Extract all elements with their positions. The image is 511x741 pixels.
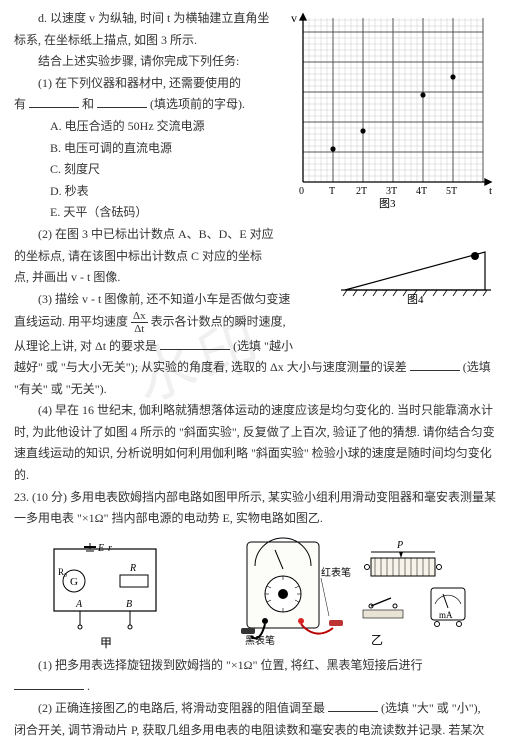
q1-line2: 有 和 (填选项前的字母). (14, 94, 274, 116)
q3-line4: 越好" 或 "与大小无关"); 从实验的角度看, 选取的 Δx 大小与速度测量的… (14, 357, 497, 379)
circuit-figures: E r G R₀ R A B 甲 (14, 536, 497, 651)
axes (300, 14, 491, 185)
figure-3-graph: v t 0 T 2T 3T 4T 5T 图3 (279, 10, 497, 210)
q3-b: 直线运动. 用平均速度 (14, 315, 128, 329)
svg-text:B: B (126, 599, 132, 610)
q23-1: (1) 把多用表选择旋钮拨到欧姆挡的 "×1Ω" 位置, 将红、黑表笔短接后进行 (14, 655, 497, 677)
q23-1-blank: . (14, 676, 497, 698)
svg-text:E: E (97, 543, 104, 554)
frac-den: Δt (131, 323, 148, 335)
blank (328, 700, 378, 712)
opt-e: E. 天平（含砝码） (14, 202, 274, 224)
blank (160, 338, 230, 350)
q1-b: 有 (14, 97, 26, 111)
svg-text:P: P (396, 540, 403, 551)
circuit-jia: E r G R₀ R A B 甲 (40, 541, 170, 651)
subgrid-v (303, 18, 477, 182)
q3-h: "有关" 或 "无关"). (14, 379, 497, 401)
svg-text:R₀: R₀ (58, 567, 67, 577)
svg-text:mA: mA (439, 610, 453, 620)
q3-f: 越好" 或 "与大小无关"); 从实验的角度看, 选取的 Δx 大小与速度测量的… (14, 360, 407, 374)
q23-2: (2) 正确连接图乙的电路后, 将滑动变阻器的阻值调至最 (选填 "大" 或 "… (14, 698, 497, 720)
q3-d: 从理论上讲, 对 Δt 的要求是 (14, 339, 157, 353)
figure-4-incline: 图4 (341, 246, 491, 312)
q1-c: 和 (82, 97, 94, 111)
svg-text:A: A (75, 599, 83, 610)
q3-e: (选填 "越小 (233, 339, 293, 353)
q3-g: (选填 (463, 360, 491, 374)
jia-label: 甲 (100, 636, 112, 650)
q23-2c: 闭合开关, 调节滑动片 P, 获取几组多用电表的电阻读数和毫安表的电流读数并记录… (14, 720, 497, 741)
q23-head: 23. (10 分) 多用电表欧姆挡内部电路如图甲所示, 某实验小组利用滑动变阻… (14, 487, 497, 530)
q23-2b: (选填 "大" 或 "小"), (381, 701, 481, 715)
xtick-2: 2T (356, 186, 367, 197)
frac-num: Δx (131, 310, 148, 323)
svg-text:r: r (108, 543, 112, 554)
ylabel: v (291, 11, 297, 25)
q4: (4) 早在 16 世纪末, 伽利略就猜想落体运动的速度应该是均匀变化的. 当时… (14, 400, 497, 486)
q3-line2: 直线运动. 用平均速度 Δx Δt 表示各计数点的瞬时速度, (14, 310, 497, 335)
q2: (2) 在图 3 中已标出计数点 A、B、D、E 对应的坐标点, 请在该图中标出… (14, 224, 274, 289)
q3-line3: 从理论上讲, 对 Δt 的要求是 (选填 "越小 (14, 336, 497, 358)
opt-d: D. 秒表 (14, 181, 274, 203)
xtick-5: 5T (446, 186, 457, 197)
blank (14, 678, 84, 690)
opt-b: B. 电压可调的直流电源 (14, 138, 274, 160)
xlabel: t (489, 185, 492, 197)
fraction-dx-dt: Δx Δt (131, 310, 148, 335)
xtick-0: 0 (299, 186, 304, 197)
yi-label: 乙 (371, 633, 383, 647)
blank (97, 96, 147, 108)
figure-4-caption: 图4 (407, 293, 424, 304)
xtick-1: T (329, 186, 335, 197)
circuit-yi: 黑表笔 红表笔 P mA (221, 536, 471, 651)
svg-text:R: R (129, 563, 136, 574)
svg-text:红表笔: 红表笔 (321, 566, 351, 579)
lead-in: 结合上述实验步骤, 请你完成下列任务: (14, 51, 274, 73)
xtick-3: 3T (386, 186, 397, 197)
q1-line1: (1) 在下列仪器和器材中, 还需要使用的 (14, 73, 274, 95)
blank (29, 96, 79, 108)
q23-1b: . (87, 679, 90, 693)
q23-2a: (2) 正确连接图乙的电路后, 将滑动变阻器的阻值调至最 (38, 701, 325, 715)
q3-c: 表示各计数点的瞬时速度, (151, 315, 286, 329)
q1-d: (填选项前的字母). (150, 97, 245, 111)
svg-text:G: G (70, 576, 78, 588)
figure-3-caption: 图3 (379, 197, 396, 210)
svg-text:黑表笔: 黑表笔 (245, 634, 275, 647)
opt-a: A. 电压合适的 50Hz 交流电源 (14, 116, 274, 138)
step-d: d. 以速度 v 为纵轴, 时间 t 为横轴建立直角坐标系, 在坐标纸上描点, … (14, 8, 274, 51)
opt-c: C. 刻度尺 (14, 159, 274, 181)
xtick-4: 4T (416, 186, 427, 197)
blank (410, 359, 460, 371)
major-grid (303, 18, 483, 182)
